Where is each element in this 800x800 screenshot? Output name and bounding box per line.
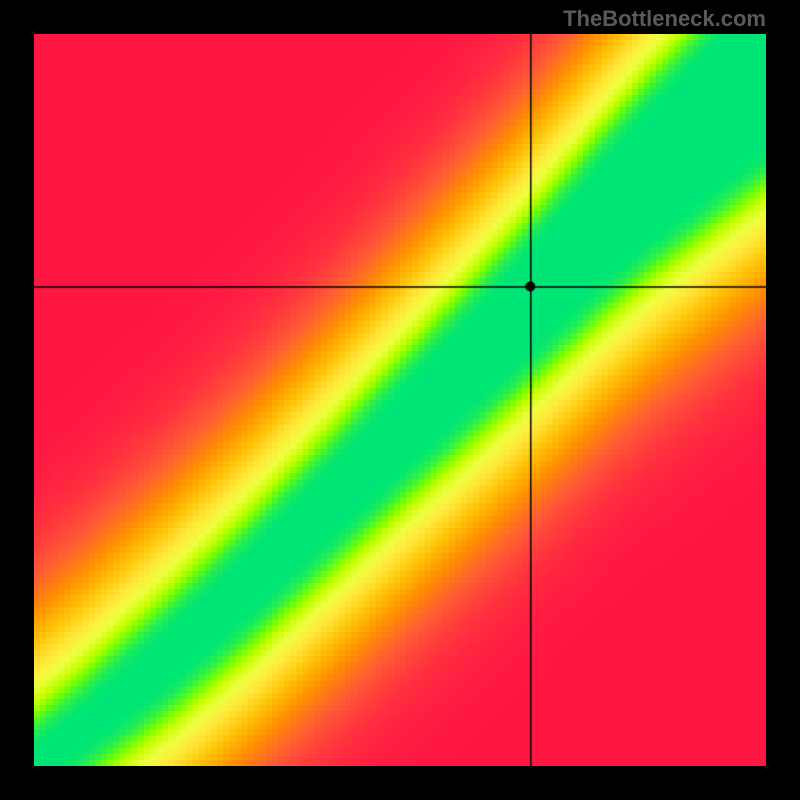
bottleneck-heatmap <box>34 34 766 766</box>
chart-container: TheBottleneck.com <box>0 0 800 800</box>
watermark-text: TheBottleneck.com <box>563 6 766 32</box>
